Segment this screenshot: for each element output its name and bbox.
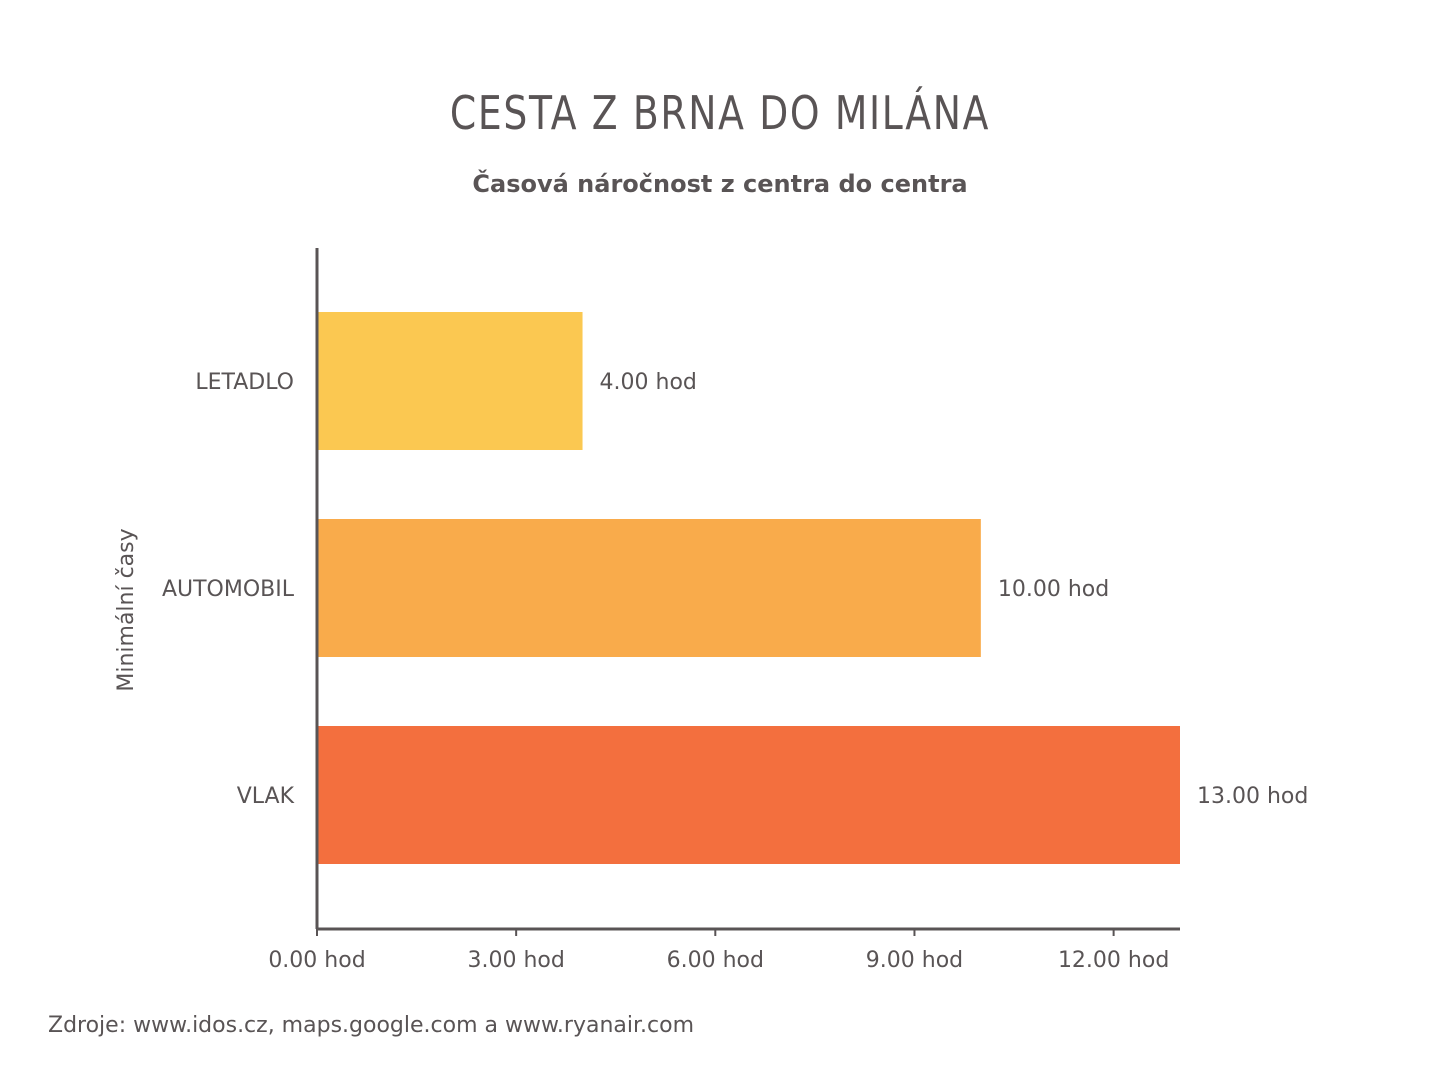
category-label-vlak: VLAK: [237, 784, 295, 809]
axes-layer: [315, 248, 1180, 936]
value-label-letadlo: 4.00 hod: [600, 370, 697, 395]
chart-subtitle: Časová náročnost z centra do centra: [472, 170, 968, 198]
source-note: Zdroje: www.idos.cz, maps.google.com a w…: [48, 1013, 695, 1038]
y-axis-title: Minimální časy: [114, 528, 139, 691]
x-tick-label: 3.00 hod: [467, 948, 564, 973]
value-label-vlak: 13.00 hod: [1197, 784, 1308, 809]
value-label-automobil: 10.00 hod: [998, 577, 1109, 602]
bar-automobil: [317, 519, 981, 657]
x-tick-label: 6.00 hod: [667, 948, 764, 973]
bars-layer: [317, 312, 1180, 864]
category-label-automobil: AUTOMOBIL: [162, 577, 295, 602]
x-tick-label: 0.00 hod: [268, 948, 365, 973]
chart-title: CESTA Z BRNA DO MILÁNA: [449, 86, 991, 140]
bar-letadlo: [317, 312, 583, 450]
x-tick-label: 9.00 hod: [866, 948, 963, 973]
bar-vlak: [317, 726, 1180, 864]
labels-layer: LETADLO 4.00 hod AUTOMOBIL 10.00 hod VLAK 13.…: [162, 370, 1308, 973]
category-label-letadlo: LETADLO: [195, 370, 294, 395]
x-tick-label: 12.00 hod: [1058, 948, 1169, 973]
